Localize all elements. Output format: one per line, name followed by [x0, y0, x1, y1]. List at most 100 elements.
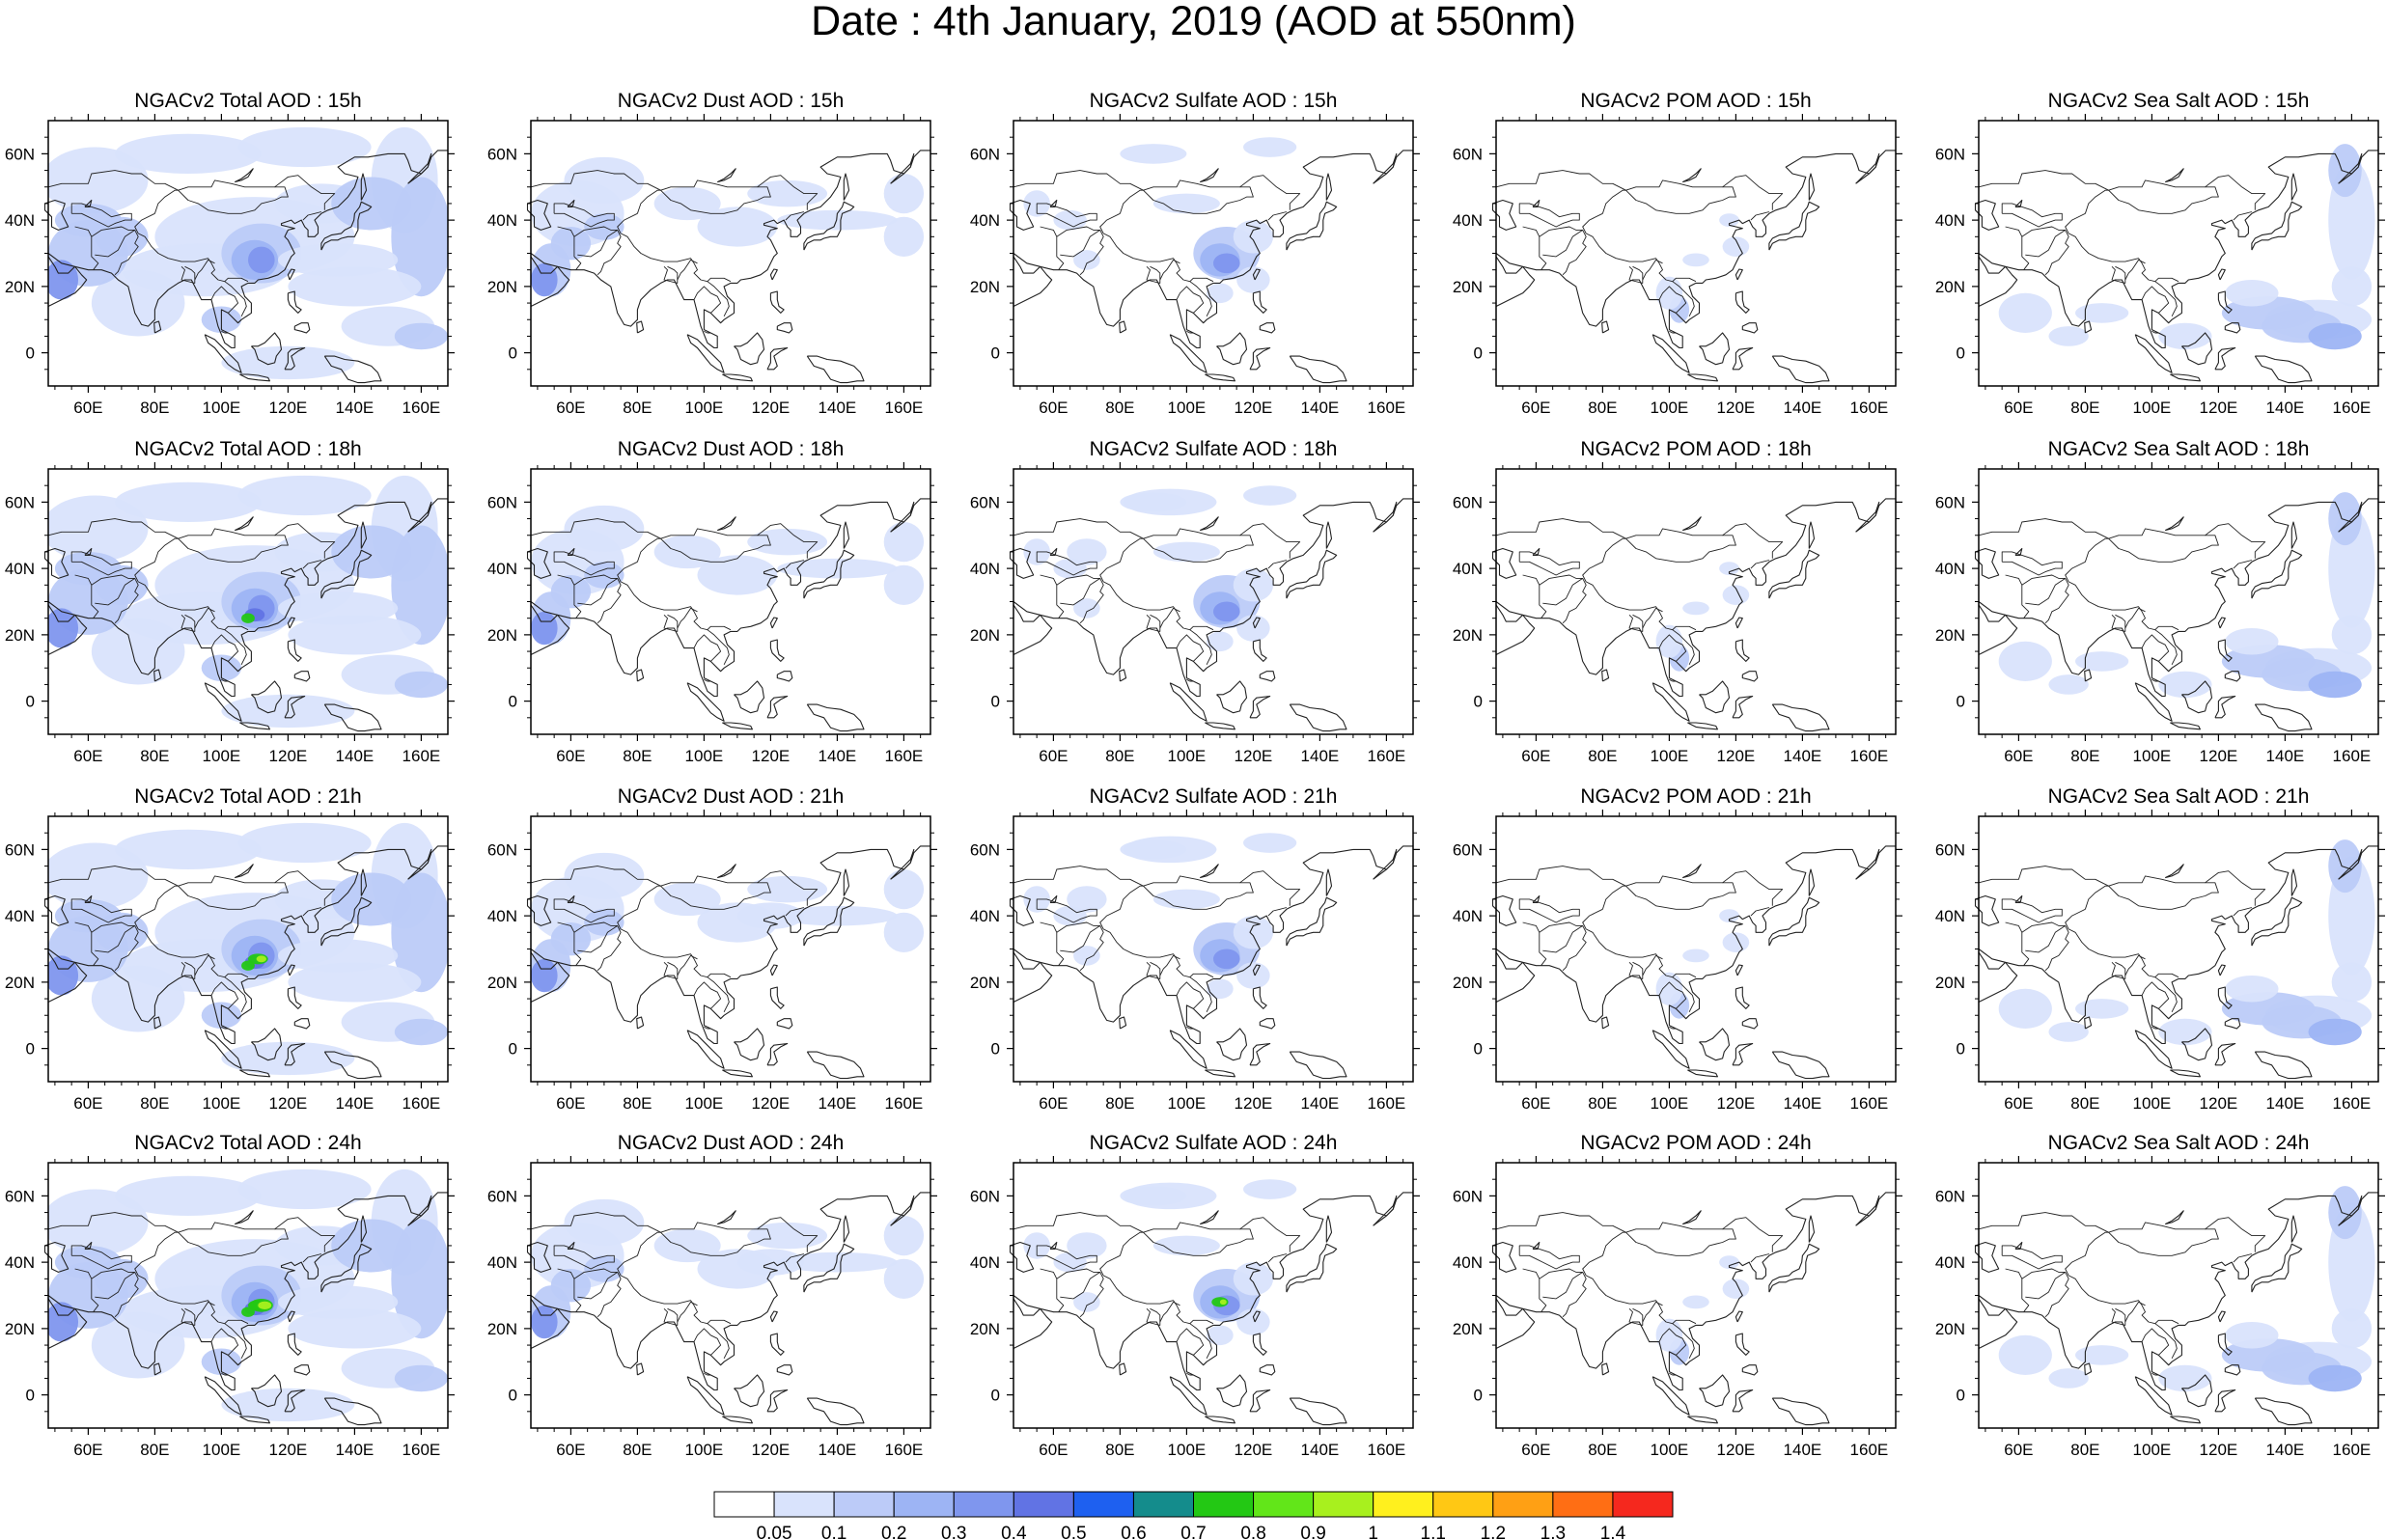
coastline [360, 521, 368, 549]
border [2021, 921, 2067, 953]
coastline [284, 346, 306, 371]
coastline [1732, 1389, 1754, 1413]
border [2005, 574, 2030, 619]
panel-title: NGACv2 Total AOD : 24h [134, 1132, 361, 1154]
coastline [287, 617, 295, 629]
coastline [1601, 669, 1610, 682]
coastline [734, 680, 765, 714]
aod-shade [883, 1216, 925, 1256]
colorbar-box [1612, 1491, 1674, 1518]
border [1625, 882, 1736, 910]
coastline [251, 1028, 283, 1061]
map-panel-dust-aod-15h: 60E 80E 100E 120E 140E 160E 0 20N 40N 60N NGACv2 D… [487, 90, 937, 417]
lon-tick-label: 140E [1301, 1441, 1340, 1459]
lat-tick-label: 0 [1957, 1387, 1965, 1405]
coastline [686, 1376, 725, 1416]
coastlines [1974, 498, 2378, 732]
colorbar-label: 1 [1368, 1524, 1378, 1540]
border [2124, 259, 2146, 281]
border [660, 882, 771, 910]
border [2001, 203, 2063, 228]
aod-shade [1073, 1292, 1100, 1312]
border [597, 578, 622, 624]
coastline [769, 639, 785, 662]
aod-shade [394, 1018, 448, 1046]
aod-shade [1243, 137, 1297, 157]
border [2005, 1268, 2030, 1312]
coastline [769, 617, 778, 629]
coastline [716, 1210, 736, 1225]
border [114, 1272, 139, 1318]
lon-tick-label: 120E [752, 399, 791, 417]
colorbar-label: 0.3 [941, 1524, 966, 1540]
coastline [1495, 614, 1536, 655]
panel-title: NGACv2 Sea Salt AOD : 15h [2048, 90, 2310, 112]
map-panel-sea-salt-aod-21h: 60E 80E 100E 120E 140E 160E 0 20N 40N 60N NGACv2 S… [1935, 785, 2385, 1113]
aod-shade [531, 611, 558, 646]
coastline [636, 320, 645, 334]
aod-shade [91, 269, 185, 337]
coastline [1768, 549, 1820, 599]
coastline [239, 1069, 270, 1078]
border [1040, 1268, 1065, 1312]
aod-shade [91, 618, 185, 685]
coastline [530, 951, 558, 970]
aod-shade [1152, 889, 1220, 910]
lon-tick-label: 160E [2333, 1094, 2372, 1113]
lat-tick-label: 40N [1935, 907, 1965, 925]
lon-tick-label: 80E [140, 747, 169, 765]
border [636, 1231, 661, 1256]
lat-tick-label: 20N [970, 974, 1000, 992]
coastline [2338, 848, 2363, 880]
coastline [1013, 498, 1413, 698]
coastline [47, 1192, 448, 1391]
lon-tick-label: 160E [402, 399, 441, 417]
border [597, 1272, 622, 1318]
coastline [2164, 516, 2184, 532]
coastline [1735, 639, 1750, 662]
coastline [1205, 1416, 1235, 1424]
lon-tick-label: 120E [2200, 1441, 2238, 1459]
border [530, 518, 819, 559]
coastline [234, 516, 254, 532]
aod-shade [550, 1269, 592, 1303]
coastline [1735, 964, 1743, 976]
lon-tick-label: 100E [1168, 1094, 1207, 1113]
aod-shade [1067, 1232, 1107, 1259]
lat-tick-label: 60N [970, 840, 1000, 859]
lon-tick-label: 160E [402, 747, 441, 765]
lon-tick-label: 80E [2070, 747, 2099, 765]
lat-tick-label: 40N [970, 1253, 1000, 1272]
border [2151, 330, 2159, 334]
coastline [1699, 1028, 1731, 1061]
border [2108, 882, 2219, 910]
coastline [1249, 346, 1271, 371]
aod-shade [2075, 651, 2129, 672]
border [1119, 189, 1144, 214]
coastline [1651, 1030, 1690, 1069]
coastline [47, 1307, 88, 1349]
map-panel-dust-aod-18h: 60E 80E 100E 120E 140E 160E 0 20N 40N 60N NGACv2 D… [487, 438, 937, 765]
border [1672, 281, 1695, 317]
border [1079, 230, 1104, 276]
border [1562, 578, 1587, 624]
lon-tick-label: 160E [402, 1094, 441, 1113]
border [2124, 607, 2146, 629]
coastline [1732, 695, 1754, 719]
border [1146, 961, 1161, 979]
coastline [636, 1362, 645, 1376]
lon-tick-label: 140E [1784, 1441, 1822, 1459]
coastline [1699, 1374, 1731, 1408]
coastline [1978, 1192, 2378, 1391]
lon-tick-label: 60E [1039, 399, 1068, 417]
border [1267, 560, 1288, 569]
coastline [251, 680, 283, 714]
border [47, 170, 336, 210]
border [1601, 885, 1626, 910]
coastline [1169, 334, 1207, 373]
border [1176, 634, 1205, 662]
border [553, 203, 615, 228]
coastline [1978, 498, 2378, 698]
coastline [843, 868, 850, 896]
border [2001, 1245, 2063, 1270]
